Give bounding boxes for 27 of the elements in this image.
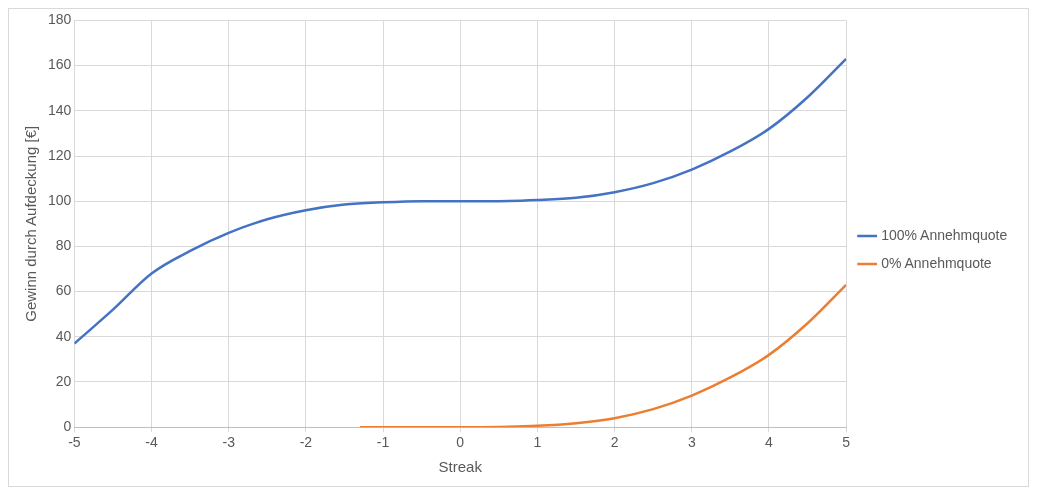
legend-label: 100% Annehmquote: [881, 226, 1008, 243]
y-tick-label: 60: [55, 282, 72, 299]
x-tick-label: 4: [765, 434, 774, 451]
y-tick-label: 140: [48, 101, 72, 118]
y-axis-title: Gewinn durch Aufdeckung [€]: [22, 125, 40, 322]
line-series: [358, 283, 847, 428]
y-tick-label: 180: [48, 11, 72, 28]
y-tick-label: 0: [63, 418, 72, 435]
line-series: [74, 57, 847, 345]
x-tick-label: -4: [145, 434, 158, 451]
x-tick-label: -1: [376, 434, 390, 451]
y-tick-label: 120: [48, 146, 72, 163]
y-tick-label: 20: [55, 372, 72, 389]
x-tick-label: 2: [610, 434, 619, 451]
legend-label: 0% Annehmquote: [881, 254, 992, 271]
x-tick-label: -5: [68, 434, 81, 451]
y-tick-label: 40: [55, 327, 72, 344]
y-tick-label: 100: [48, 192, 72, 209]
x-tick-label: 3: [687, 434, 696, 451]
y-tick-label: 160: [48, 56, 72, 73]
x-tick-label: -2: [299, 434, 313, 451]
x-tick-label: 0: [456, 434, 465, 451]
x-tick-label: -3: [222, 434, 236, 451]
x-tick-label: 5: [842, 434, 851, 451]
x-axis-title: Streak: [438, 458, 483, 476]
y-tick-label: 80: [55, 237, 72, 254]
x-tick-label: 1: [533, 434, 542, 451]
